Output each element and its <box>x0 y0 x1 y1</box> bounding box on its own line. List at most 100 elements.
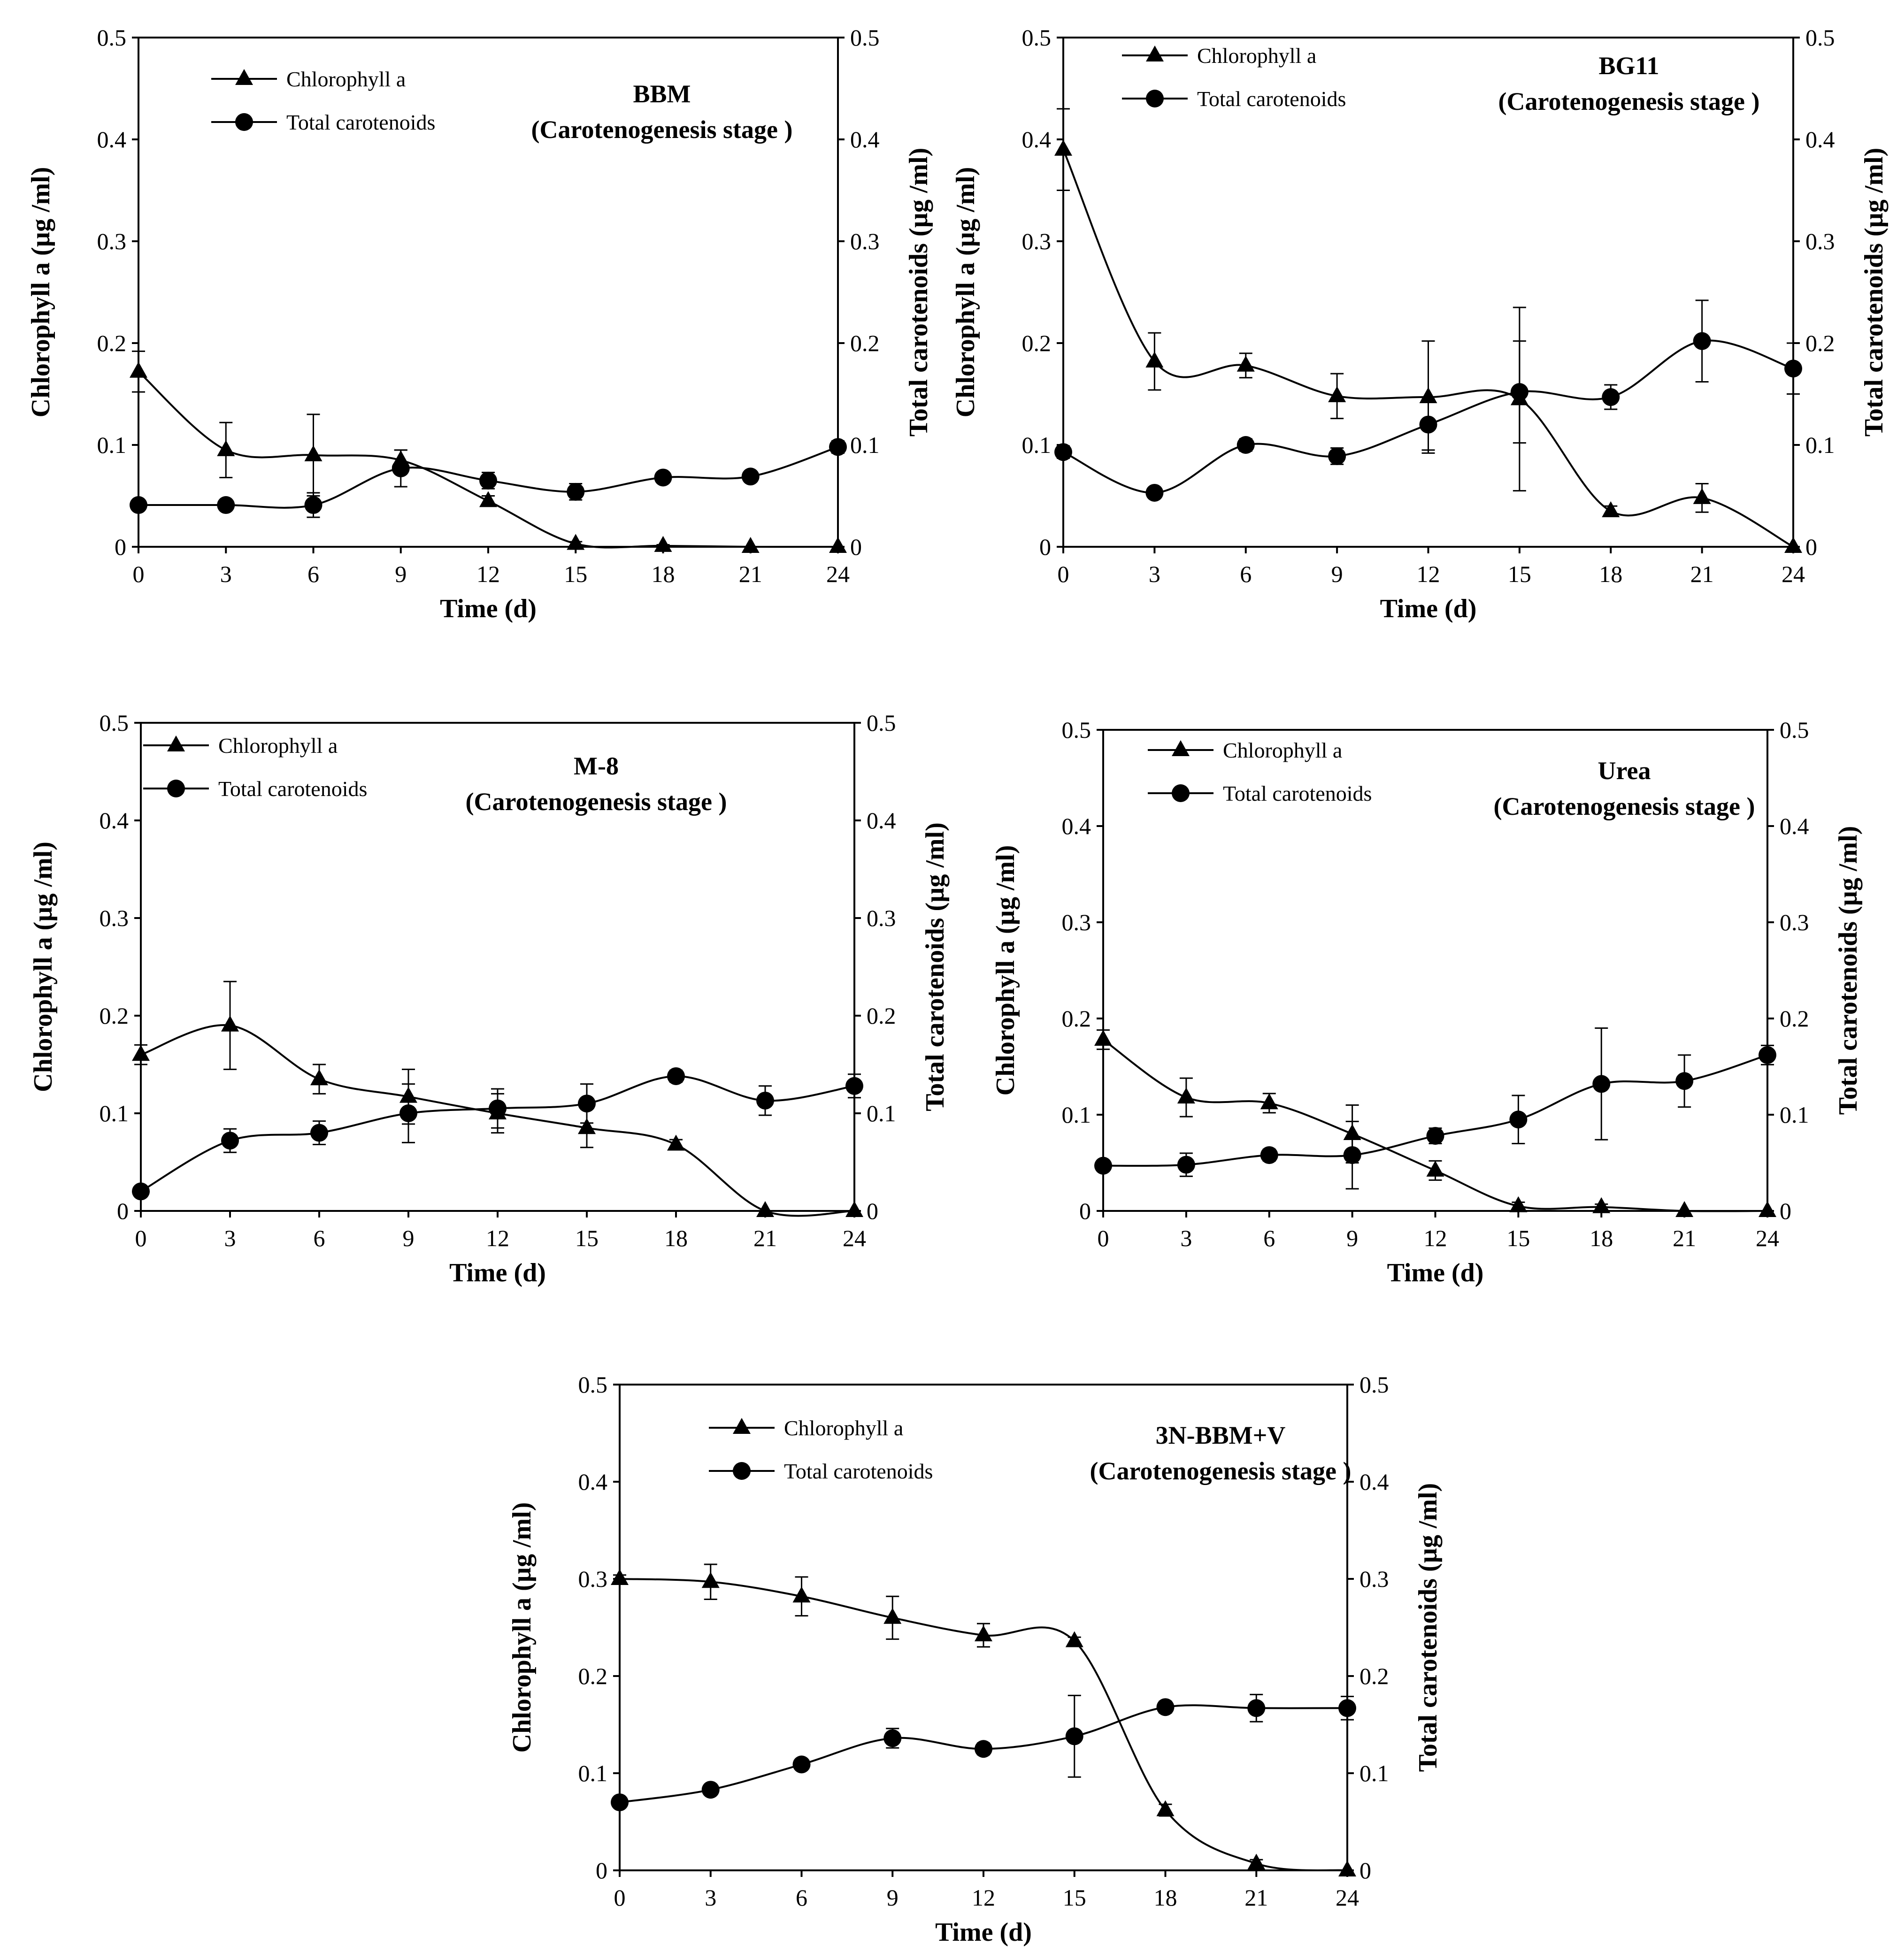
chlorophyll-point <box>1592 1197 1611 1213</box>
y-tick-label: 0.2 <box>578 1663 608 1689</box>
y2-axis-title: Total carotenoids (µg /ml) <box>1859 148 1889 437</box>
legend-item: Total carotenoids <box>709 1459 933 1483</box>
carotenoids-point <box>1675 1072 1694 1090</box>
y2-tick-label: 0 <box>1780 1198 1791 1224</box>
y-tick-label: 0.3 <box>100 905 129 931</box>
chlorophyll-point <box>654 536 672 552</box>
x-tick-label: 9 <box>1346 1225 1358 1251</box>
legend-marker-triangle <box>733 1418 751 1434</box>
y-axis-title: Chlorophyll a (µg /ml) <box>26 167 55 418</box>
chlorophyll-point <box>1759 1201 1776 1217</box>
y2-tick-label: 0.4 <box>850 126 880 153</box>
chlorophyll-point <box>1054 139 1072 156</box>
y2-axis-title: Total carotenoids (µg /ml) <box>1834 826 1863 1115</box>
x-tick-label: 0 <box>135 1225 147 1251</box>
y-tick-label: 0.4 <box>97 126 127 153</box>
carotenoids-series-line <box>1103 1054 1768 1167</box>
carotenoids-point <box>310 1124 328 1142</box>
y-tick-label: 0.4 <box>1062 813 1091 839</box>
y-tick-label: 0.5 <box>578 1371 608 1398</box>
x-tick-label: 6 <box>314 1225 325 1251</box>
legend-item: Total carotenoids <box>143 777 367 801</box>
chlorophyll-point <box>741 537 760 553</box>
x-tick-label: 3 <box>1149 561 1160 587</box>
y-tick-label: 0.4 <box>1022 126 1052 153</box>
chlorophyll-point <box>1602 501 1620 518</box>
carotenoids-point <box>1419 415 1437 434</box>
carotenoids-point <box>1054 443 1072 461</box>
y2-tick-label: 0 <box>867 1198 878 1224</box>
legend-marker-triangle <box>1172 740 1190 756</box>
x-tick-label: 3 <box>1180 1225 1192 1251</box>
legend-marker-circle <box>167 780 185 797</box>
carotenoids-point <box>304 496 323 514</box>
legend-label: Total carotenoids <box>286 110 435 134</box>
x-tick-label: 12 <box>1424 1225 1447 1251</box>
y-tick-label: 0.3 <box>97 228 127 254</box>
y2-tick-label: 0.1 <box>1359 1760 1389 1786</box>
legend-label: Chlorophyll a <box>218 734 338 758</box>
x-tick-label: 24 <box>1336 1884 1359 1911</box>
x-tick-label: 6 <box>796 1884 807 1911</box>
x-tick-label: 3 <box>224 1225 236 1251</box>
chlorophyll-point <box>1328 386 1346 402</box>
chlorophyll-point <box>567 534 585 550</box>
x-tick-label: 15 <box>1506 1225 1530 1251</box>
chlorophyll-point <box>1338 1860 1356 1876</box>
x-tick-label: 0 <box>1098 1225 1109 1251</box>
x-tick-label: 9 <box>887 1884 899 1911</box>
x-tick-label: 0 <box>1058 561 1069 587</box>
chlorophyll-point <box>756 1201 774 1217</box>
carotenoids-point <box>489 1099 507 1118</box>
legend-item: Chlorophyll a <box>211 67 406 91</box>
y2-tick-label: 0.4 <box>867 807 896 834</box>
x-tick-label: 3 <box>705 1884 716 1911</box>
x-tick-label: 18 <box>1599 561 1622 587</box>
y2-tick-label: 0 <box>850 534 862 560</box>
carotenoids-point <box>611 1793 629 1812</box>
chlorophyll-point <box>1426 1160 1444 1177</box>
legend-marker-triangle <box>1146 46 1164 61</box>
chart-panel-m8: 0 00.1 0.10.2 0.20.3 0.30.4 0.40.5 0.50 3 6 9 12 15… <box>29 710 950 1287</box>
chlorophyll-point <box>792 1586 811 1603</box>
legend-item: Total carotenoids <box>1148 781 1372 805</box>
chlorophyll-point <box>1509 1196 1528 1212</box>
legend-marker-triangle <box>235 69 253 85</box>
x-tick-label: 18 <box>664 1225 688 1251</box>
chlorophyll-point <box>1784 537 1802 553</box>
legend-label: Chlorophyll a <box>286 67 406 91</box>
y2-tick-label: 0.5 <box>850 24 880 51</box>
y2-axis-title: Total carotenoids (µg /ml) <box>921 822 950 1111</box>
carotenoids-point <box>654 468 672 487</box>
x-tick-label: 6 <box>307 561 319 587</box>
x-tick-label: 3 <box>220 561 232 587</box>
carotenoids-point <box>1784 360 1802 378</box>
x-tick-label: 15 <box>1508 561 1531 587</box>
x-tick-label: 12 <box>1417 561 1440 587</box>
y-tick-label: 0.1 <box>100 1100 129 1126</box>
x-tick-label: 9 <box>395 561 407 587</box>
y2-tick-label: 0.4 <box>1805 126 1835 153</box>
x-tick-label: 15 <box>1063 1884 1086 1911</box>
carotenoids-point <box>792 1755 811 1774</box>
chlorophyll-point <box>1247 1853 1266 1870</box>
legend-label: Total carotenoids <box>1197 87 1346 111</box>
legend-item: Total carotenoids <box>211 110 435 134</box>
carotenoids-point <box>1260 1146 1278 1164</box>
carotenoids-point <box>1156 1698 1175 1716</box>
y-tick-label: 0.3 <box>1062 909 1091 935</box>
y-axis-title: Chlorophyll a (µg /ml) <box>29 842 58 1092</box>
x-tick-label: 21 <box>739 561 762 587</box>
x-tick-label: 18 <box>1154 1884 1177 1911</box>
y2-tick-label: 0 <box>1359 1857 1371 1883</box>
x-tick-label: 24 <box>826 561 850 587</box>
x-axis-title: Time (d) <box>449 1258 546 1287</box>
x-axis-title: Time (d) <box>440 594 537 623</box>
chart-title: BBM <box>633 80 691 108</box>
chlorophyll-point <box>132 1045 150 1061</box>
y2-tick-label: 0.2 <box>850 330 880 356</box>
y-tick-label: 0.5 <box>100 710 129 736</box>
carotenoids-point <box>1338 1699 1356 1717</box>
x-tick-label: 12 <box>486 1225 509 1251</box>
